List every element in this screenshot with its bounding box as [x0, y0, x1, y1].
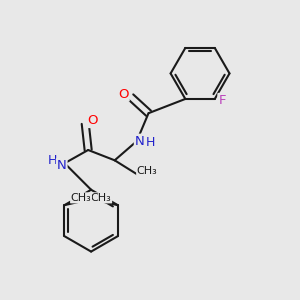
Text: O: O — [87, 114, 98, 127]
Text: CH₃: CH₃ — [137, 166, 158, 176]
Text: H: H — [145, 136, 155, 149]
Text: N: N — [57, 159, 67, 172]
Text: O: O — [118, 88, 129, 100]
Text: CH₃: CH₃ — [70, 193, 92, 203]
Text: CH₃: CH₃ — [91, 193, 112, 203]
Text: H: H — [48, 154, 57, 167]
Text: F: F — [218, 94, 226, 107]
Text: N: N — [135, 135, 145, 148]
